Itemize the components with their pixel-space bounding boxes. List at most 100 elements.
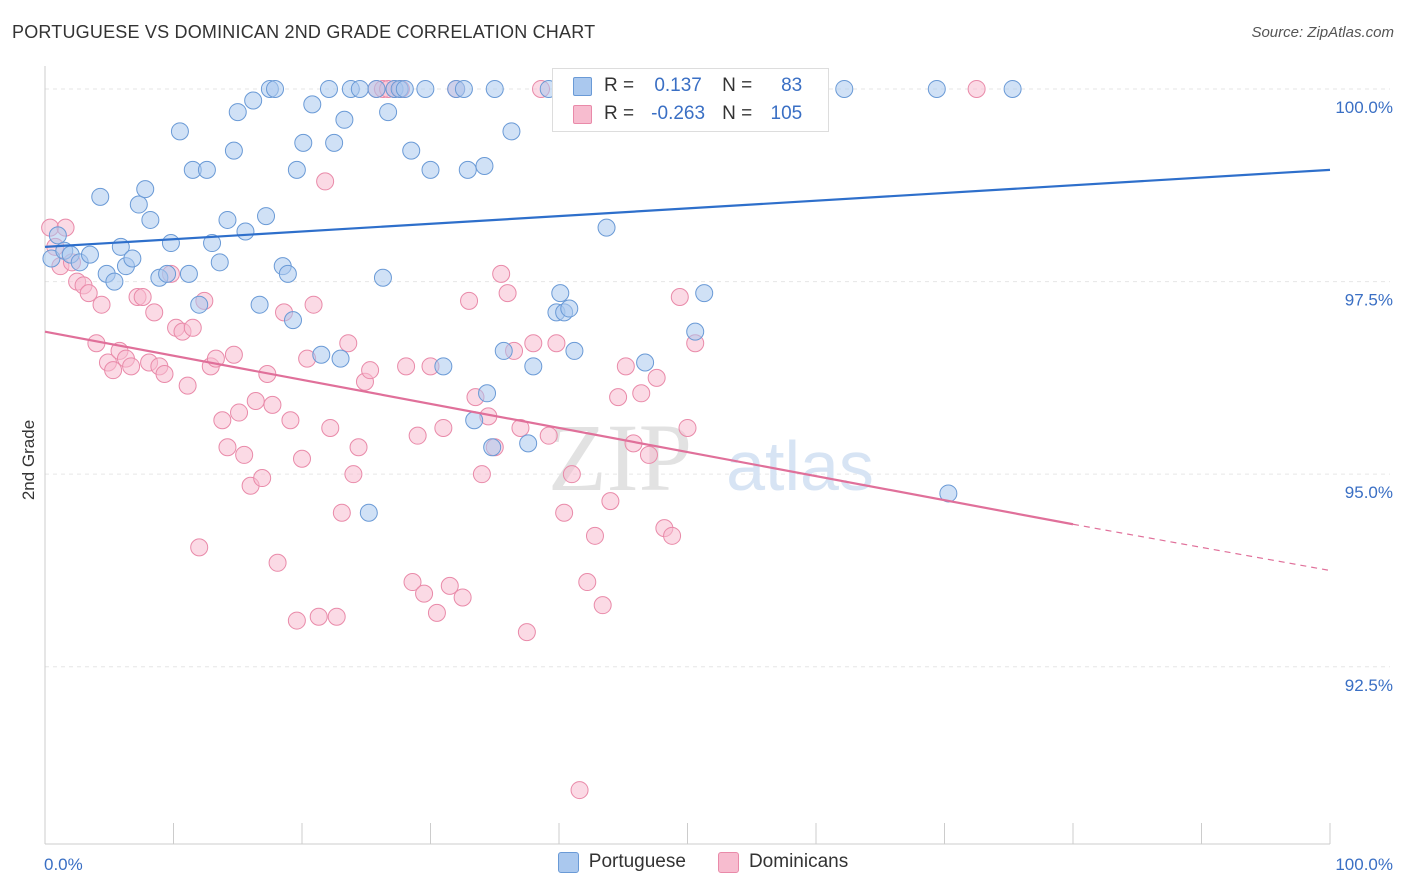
dominicans-point: [349, 438, 368, 457]
portuguese-point: [91, 187, 110, 206]
portuguese-point: [475, 157, 494, 176]
source-label: Source: ZipAtlas.com: [1251, 24, 1394, 41]
legend-item-portuguese[interactable]: Portuguese: [557, 851, 686, 873]
portuguese-point: [158, 264, 177, 283]
chart-title: PORTUGUESE VS DOMINICAN 2ND GRADE CORREL…: [12, 22, 596, 42]
portuguese-point: [478, 384, 497, 403]
dominicans-point: [79, 284, 98, 303]
portuguese-point: [565, 341, 584, 360]
dominicans-point: [663, 526, 682, 545]
portuguese-point: [197, 160, 216, 179]
y-tick-label: 97.5%: [1345, 291, 1393, 310]
portuguese-point: [179, 264, 198, 283]
portuguese-point: [236, 222, 255, 241]
correlation-legend: R = 0.137 N = 83 R = -0.263 N = 105: [552, 68, 829, 132]
portuguese-point: [284, 311, 303, 330]
dominicans-point: [397, 357, 416, 376]
portuguese-point: [141, 210, 160, 229]
dominicans-point: [145, 303, 164, 322]
portuguese-point: [203, 234, 222, 253]
legend-label: Portuguese: [588, 851, 686, 872]
portuguese-point: [373, 268, 392, 287]
dominicans-point: [263, 395, 282, 414]
dominicans-point: [539, 426, 558, 445]
portuguese-swatch: [557, 851, 579, 873]
dominicans-point: [434, 418, 453, 437]
watermark: ZIP atlas: [548, 404, 874, 511]
portuguese-point: [80, 245, 99, 264]
dominicans-point: [293, 449, 311, 468]
portuguese-point: [367, 79, 386, 98]
portuguese-point: [48, 226, 67, 245]
y-tick-label: 95.0%: [1345, 483, 1393, 502]
portuguese-point: [454, 79, 473, 98]
portuguese-point: [636, 353, 655, 372]
portuguese-point: [170, 122, 189, 141]
dominicans-point: [281, 411, 300, 430]
portuguese-point: [379, 103, 398, 122]
y-tick-label: 100.0%: [1335, 98, 1393, 117]
dominicans-point: [344, 465, 363, 484]
dominicans-point: [578, 573, 597, 592]
dominicans-point: [361, 361, 380, 380]
legend-row-dominicans: R = -0.263 N = 105: [573, 100, 802, 128]
portuguese-point: [303, 95, 322, 114]
portuguese-point: [161, 234, 180, 253]
portuguese-point: [218, 210, 237, 229]
dominicans-point: [268, 553, 287, 572]
n-label: N =: [722, 103, 753, 124]
portuguese-point: [123, 249, 142, 268]
trend-lines: [44, 168, 1331, 572]
legend-item-dominicans[interactable]: Dominicans: [717, 851, 849, 873]
portuguese-point: [325, 133, 344, 152]
legend-label: Dominicans: [748, 851, 849, 872]
portuguese-point: [266, 79, 285, 98]
portuguese-point: [485, 79, 504, 98]
r-label: R =: [604, 75, 635, 96]
dominicans-point: [498, 284, 517, 303]
dominicans-point: [246, 391, 265, 410]
portuguese-point: [483, 438, 502, 457]
grid-lines: [45, 88, 1390, 668]
dominicans-trend-extension: [1072, 523, 1331, 572]
portuguese-point: [359, 503, 378, 522]
portuguese-point: [416, 79, 435, 98]
n-label: N =: [722, 75, 753, 96]
portuguese-point: [312, 345, 331, 364]
portuguese-point: [335, 110, 354, 129]
portuguese-point: [129, 195, 148, 214]
portuguese-trend-line: [44, 168, 1331, 249]
dominicans-point: [133, 287, 152, 306]
dominicans-point: [218, 438, 237, 457]
dominicans-point: [585, 526, 604, 545]
dominicans-point: [304, 295, 323, 314]
portuguese-point: [250, 295, 269, 314]
dominicans-point: [415, 584, 434, 603]
dominicans-point: [967, 79, 986, 98]
dominicans-point: [562, 465, 581, 484]
r-label: R =: [604, 103, 635, 124]
portuguese-point: [597, 218, 616, 237]
x-tick-label: 0.0%: [44, 855, 83, 874]
dominicans-point: [287, 611, 306, 630]
dominicans-point: [122, 357, 141, 376]
n-value: 105: [770, 103, 803, 124]
portuguese-point: [350, 79, 369, 98]
dominicans-point: [616, 357, 635, 376]
dominicans-point: [104, 361, 123, 380]
portuguese-point: [494, 341, 513, 360]
dominicans-point: [593, 596, 612, 615]
portuguese-point: [835, 79, 854, 98]
dominicans-point: [183, 318, 202, 337]
portuguese-point: [257, 207, 276, 226]
portuguese-point: [519, 434, 538, 453]
dominicans-point: [332, 503, 351, 522]
portuguese-point: [927, 79, 946, 98]
dominicans-point: [632, 384, 651, 403]
dominicans-point: [601, 492, 620, 511]
portuguese-point: [421, 160, 440, 179]
portuguese-point: [294, 133, 313, 152]
portuguese-point: [278, 264, 297, 283]
dominicans-point: [213, 411, 232, 430]
